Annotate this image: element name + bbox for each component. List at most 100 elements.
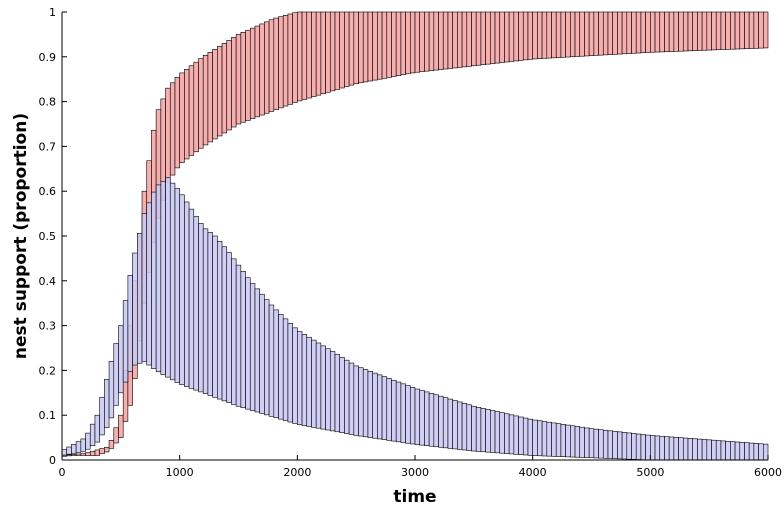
band-bar: [348, 11, 355, 86]
band-bar: [419, 11, 425, 72]
band-bar: [490, 11, 496, 64]
band-bar: [184, 201, 190, 387]
band-bar: [353, 11, 359, 84]
ticks-layer: 0 1000 2000 3000 4000 5000 6000 0 0.1 0.2 0.3 0.4 0.…: [39, 6, 783, 479]
band-bar: [207, 52, 213, 143]
y-tick-label: 0: [49, 454, 56, 467]
band-bar: [424, 391, 430, 446]
band-bar: [621, 432, 628, 460]
band-bar: [555, 423, 562, 457]
band-bar: [165, 177, 171, 378]
band-bar: [108, 361, 115, 419]
band-bar: [94, 414, 100, 443]
band-bar: [617, 431, 623, 460]
band-bar: [132, 252, 138, 366]
band-bar: [325, 348, 331, 431]
band-bar: [292, 12, 298, 103]
band-bar: [541, 421, 548, 457]
band-bar: [457, 11, 463, 68]
band-bar: [221, 246, 228, 402]
band-bar: [457, 401, 463, 450]
band-bar: [367, 11, 373, 82]
band-bar: [254, 288, 260, 413]
band-bar: [80, 438, 86, 452]
band-bar: [701, 11, 708, 51]
band-bar: [617, 11, 623, 55]
band-bar: [650, 435, 656, 461]
band-bar: [466, 404, 472, 451]
band-bar: [664, 436, 670, 461]
band-bar: [518, 416, 524, 455]
band-bar: [405, 11, 411, 75]
band-bar: [654, 435, 661, 461]
band-bar: [565, 424, 571, 458]
band-bar: [320, 345, 326, 430]
band-bar: [118, 414, 124, 438]
band-bar: [344, 11, 350, 87]
band-bar: [668, 436, 675, 461]
band-bar: [758, 11, 764, 49]
band-bar: [179, 72, 185, 163]
band-bar: [329, 351, 336, 432]
band-bar: [607, 430, 613, 459]
band-bar: [706, 439, 712, 461]
band-bar: [537, 420, 543, 457]
band-bar: [414, 11, 421, 73]
x-tick-label: 5000: [636, 466, 664, 479]
y-tick-label: 1: [49, 6, 56, 19]
band-bar: [306, 11, 312, 99]
band-bar: [259, 293, 265, 414]
band-bar: [748, 11, 755, 49]
band-bar: [146, 202, 152, 366]
band-bar: [353, 365, 359, 436]
band-bar: [508, 11, 515, 62]
band-bar: [673, 11, 679, 52]
band-bar: [490, 410, 496, 453]
band-bar: [334, 354, 340, 433]
x-tick-label: 6000: [754, 466, 782, 479]
band-bar: [598, 11, 604, 56]
band-bar: [579, 11, 585, 57]
band-bar: [480, 11, 486, 65]
band-bar: [640, 434, 646, 461]
band-bar: [560, 11, 566, 58]
band-bar: [386, 378, 392, 441]
band-bar: [99, 448, 105, 455]
band-bar: [169, 182, 176, 381]
band-bar: [61, 449, 68, 456]
band-bar: [325, 11, 331, 93]
band-bar: [715, 440, 722, 461]
band-bar: [711, 439, 717, 461]
band-bar: [264, 299, 270, 416]
band-bar: [377, 11, 383, 80]
band-bar: [687, 11, 693, 52]
x-tick-label: 0: [59, 466, 66, 479]
band-bar: [715, 11, 722, 51]
band-bar: [391, 11, 397, 77]
band-bar: [588, 428, 595, 459]
band-bar: [108, 439, 115, 449]
band-bar: [631, 11, 637, 54]
band-bar: [400, 11, 406, 76]
band-bar: [367, 370, 373, 438]
x-tick-label: 4000: [519, 466, 547, 479]
band-bar: [268, 304, 275, 417]
band-bar: [532, 11, 538, 60]
band-bar: [221, 43, 228, 134]
band-bar: [504, 11, 510, 63]
band-bar: [202, 55, 209, 146]
band-bar: [273, 309, 279, 419]
band-bar: [165, 87, 171, 183]
band-bar: [409, 11, 416, 74]
band-bar: [240, 271, 246, 408]
band-bar: [574, 426, 581, 458]
band-bar: [292, 327, 298, 424]
y-tick-label: 0.8: [39, 96, 57, 109]
band-bar: [414, 388, 421, 445]
band-bar: [122, 300, 129, 383]
band-bar: [574, 11, 581, 57]
band-bar: [268, 19, 275, 112]
band-bar: [442, 397, 449, 449]
band-bar: [494, 411, 501, 454]
y-tick-label: 0.7: [39, 140, 57, 153]
